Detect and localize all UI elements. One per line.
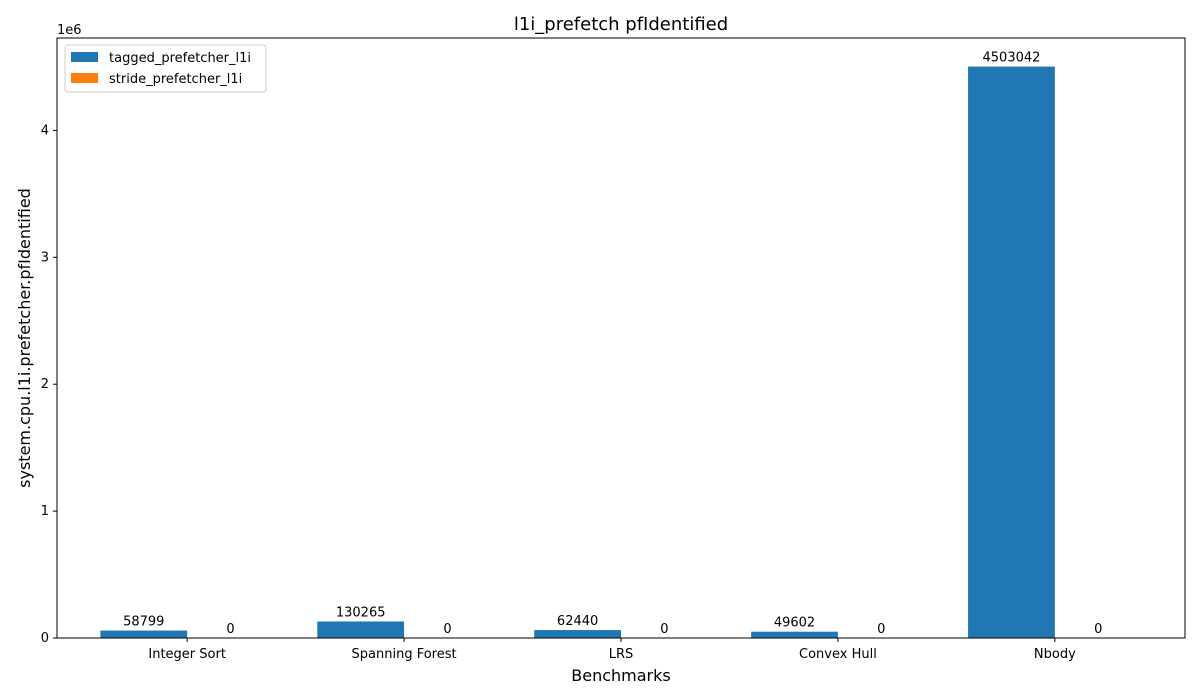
x-tick-label: Convex Hull (799, 647, 877, 662)
y-tick-label: 1 (41, 504, 49, 519)
x-tick-label: Spanning Forest (352, 647, 457, 662)
bar-value-label: 130265 (336, 605, 386, 620)
legend-swatch (71, 52, 98, 62)
legend-box (64, 44, 267, 93)
bar-value-label: 49602 (774, 616, 815, 631)
legend-label: tagged_prefetcher_l1i (109, 51, 251, 66)
bar-tagged_prefetcher_l1i-nbody (968, 66, 1055, 639)
bar-value-label: 0 (877, 622, 885, 637)
y-tick-label: 3 (41, 250, 49, 265)
bar-tagged_prefetcher_l1i-integer-sort (100, 630, 188, 638)
y-tick-label: 0 (41, 631, 49, 646)
bar-labels-group: 58799 130265 62440 49602 4503042 0 0 0 0 0 (123, 51, 1102, 637)
x-tick-label: LRS (609, 647, 634, 662)
legend-label: stride_prefetcher_l1i (109, 72, 242, 87)
bar-tagged_prefetcher_l1i-spanning-forest (317, 621, 405, 638)
bar-tagged_prefetcher_l1i-lrs (534, 630, 621, 638)
x-axis: Integer Sort Spanning Forest LRS Convex Hul… (148, 638, 1076, 662)
bar-value-label: 0 (660, 622, 668, 637)
bar-value-label: 4503042 (983, 51, 1041, 66)
legend: tagged_prefetcher_l1i stride_prefetcher_l… (64, 44, 267, 93)
y-tick-label: 4 (41, 123, 49, 138)
chart-title: l1i_prefetch pfIdentified (514, 14, 728, 35)
y-axis-label: system.cpu.l1i.prefetcher.pfIdentified (15, 188, 34, 488)
y-tick-label: 2 (41, 377, 49, 392)
y-axis-offset-label: 1e6 (57, 23, 82, 38)
bar-value-label: 0 (226, 622, 234, 637)
bars-group (100, 66, 1055, 639)
bar-tagged_prefetcher_l1i-convex-hull (751, 631, 838, 638)
bar-value-label: 0 (1094, 622, 1102, 637)
bar-value-label: 0 (443, 622, 451, 637)
y-axis: 0 1 2 3 4 (41, 123, 57, 646)
legend-swatch (71, 73, 98, 83)
bar-value-label: 58799 (123, 615, 164, 630)
x-axis-label: Benchmarks (571, 666, 670, 685)
bar-value-label: 62440 (557, 614, 598, 629)
x-tick-label: Nbody (1034, 647, 1076, 662)
x-tick-label: Integer Sort (148, 647, 226, 662)
